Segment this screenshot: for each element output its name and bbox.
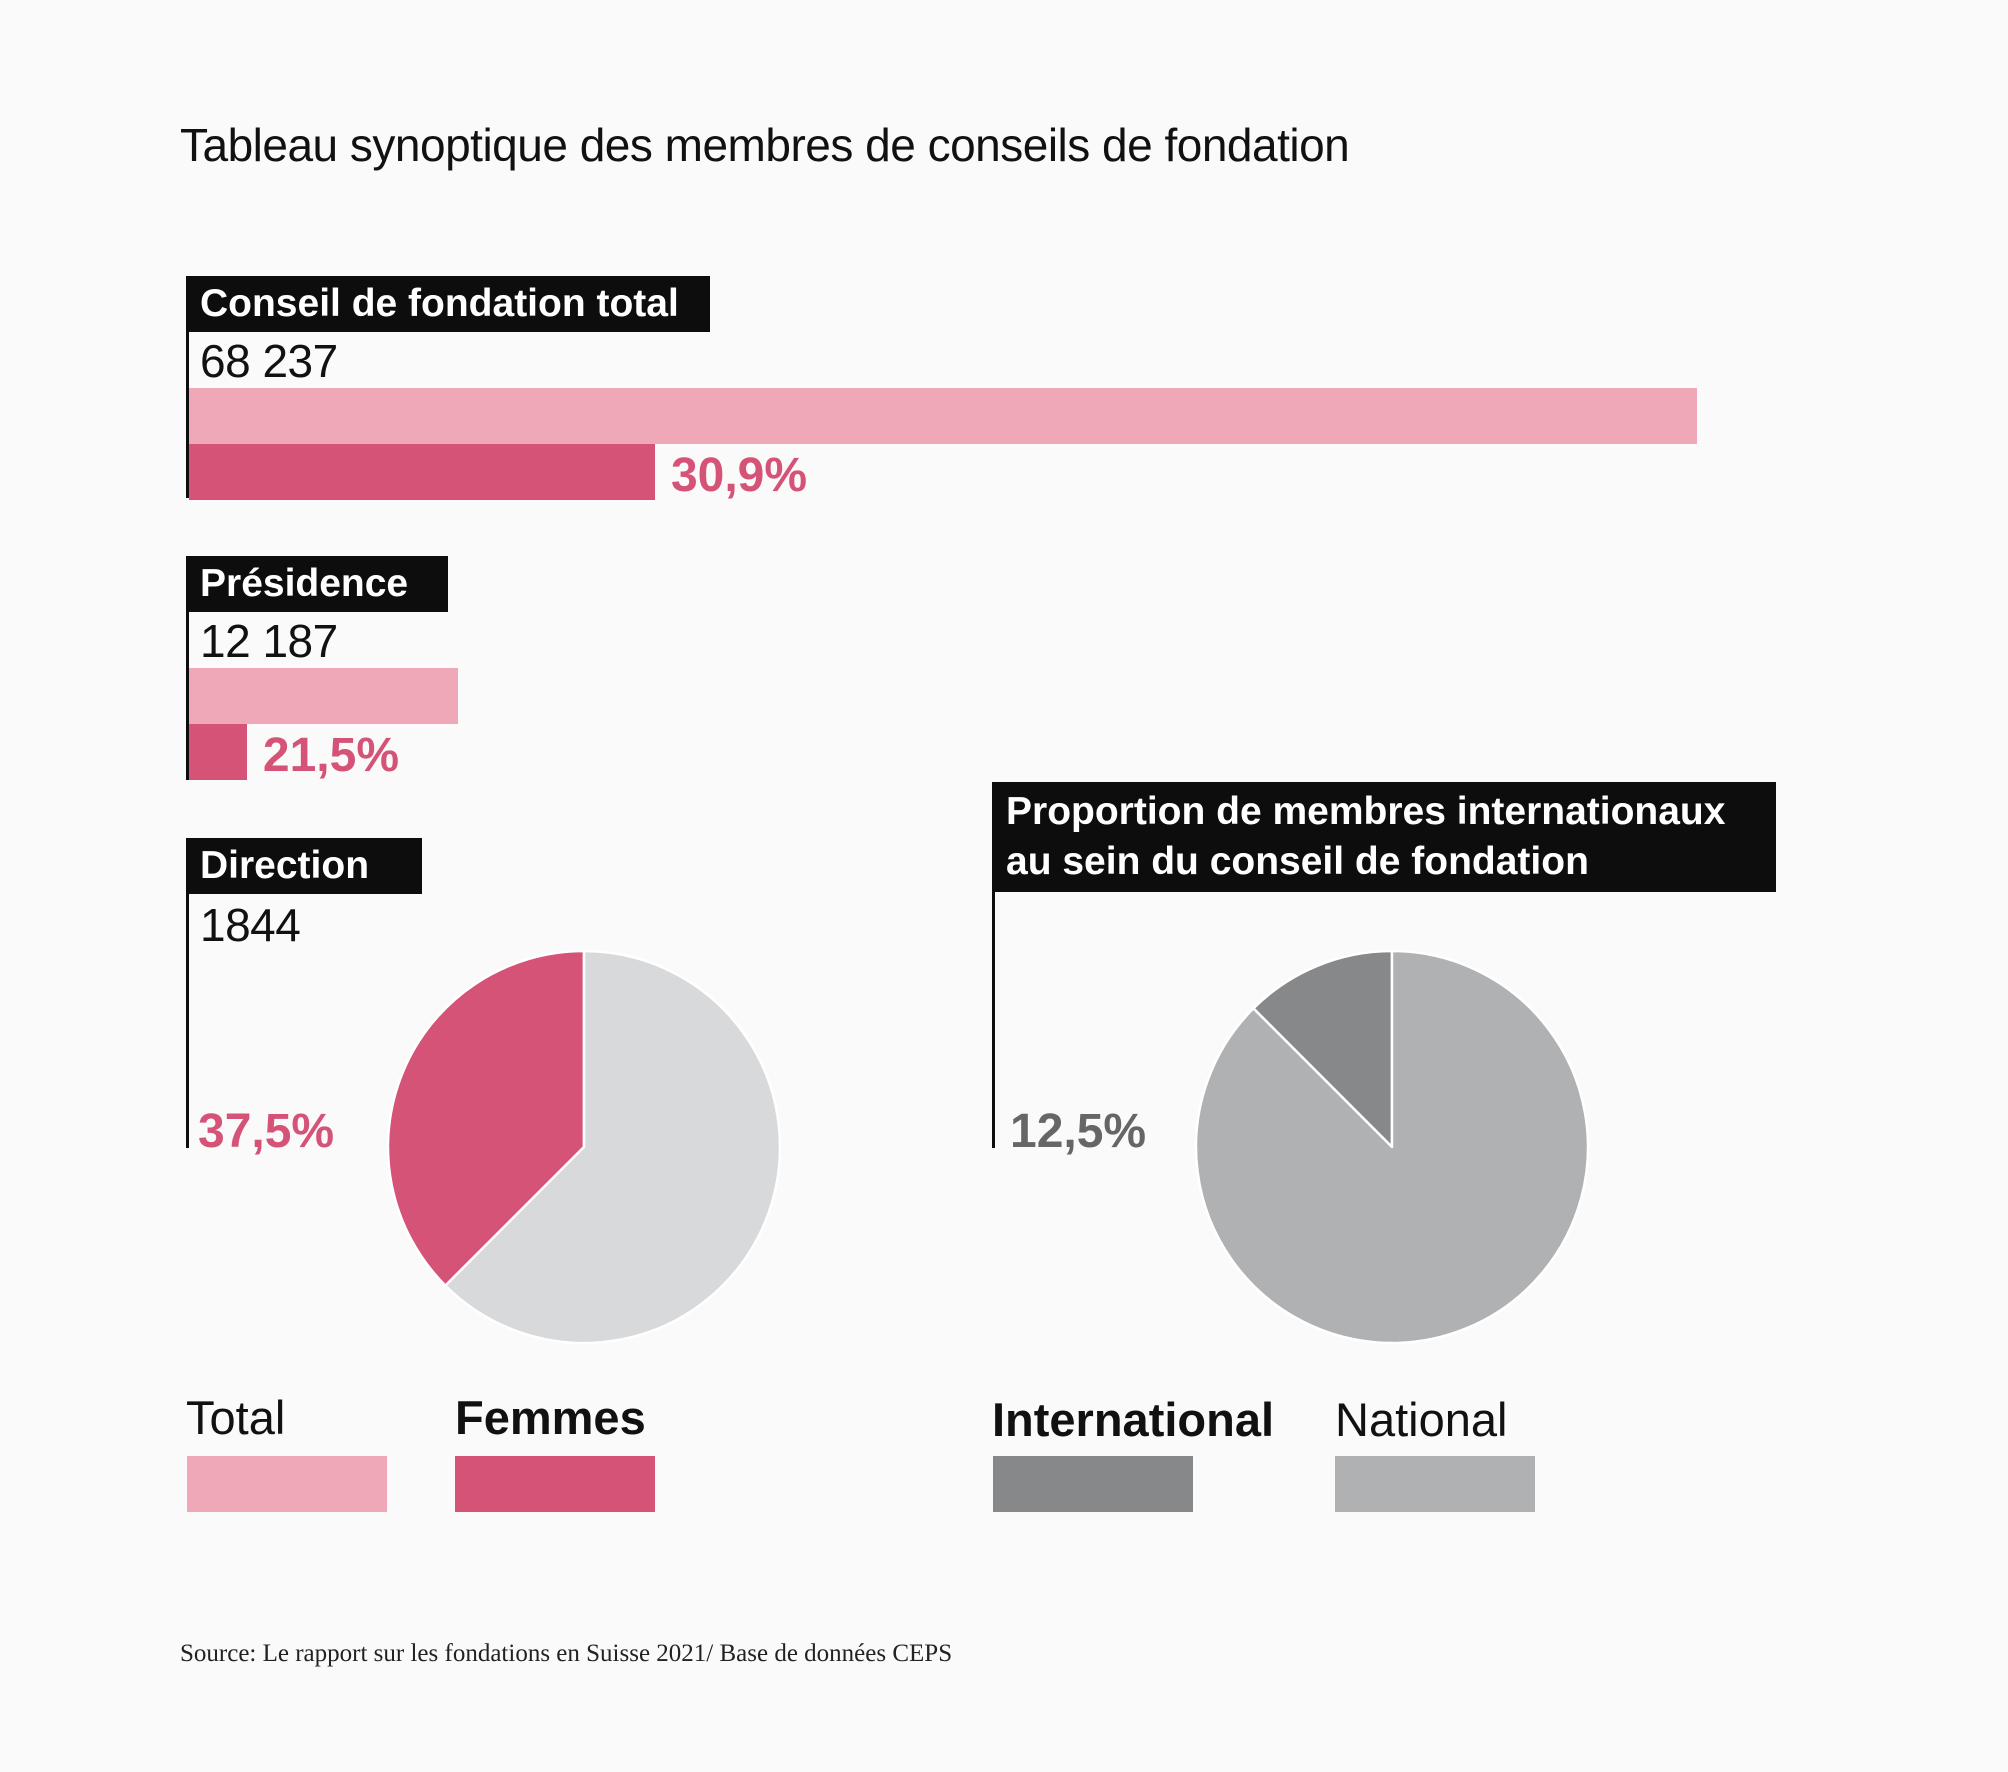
conseil-axis-line [186, 276, 189, 498]
legend-international-label: International [992, 1393, 1275, 1446]
source-note: Source: Le rapport sur les fondations en… [180, 1640, 953, 1667]
presidence-count: 12 187 [200, 615, 338, 667]
presidence-femmes-bar [189, 724, 247, 780]
conseil-count: 68 237 [200, 335, 338, 387]
international-pie-slice-international [1252, 949, 1394, 1149]
direction-pie-slice-femmes [386, 949, 586, 1287]
international-pie-slice-national [1194, 949, 1590, 1345]
presidence-tag: Présidence [186, 556, 448, 612]
legend-total-label: Total [186, 1391, 286, 1444]
direction-count: 1844 [200, 899, 301, 951]
legend-international-swatch [993, 1456, 1193, 1512]
direction-femmes-pct: 37,5% [198, 1105, 335, 1158]
international-pie-chart [1194, 949, 1590, 1345]
international-tag-line2: au sein du conseil de fondation [1006, 840, 1589, 883]
legend-national-swatch [1335, 1456, 1535, 1512]
direction-pie-slice-total [444, 949, 782, 1345]
direction-pie-chart [386, 949, 782, 1345]
conseil-femmes-bar [189, 444, 655, 500]
international-tag: Proportion de membres internationaux au … [992, 782, 1776, 892]
conseil-femmes-pct: 30,9% [670, 449, 808, 502]
international-axis-line [992, 782, 995, 1148]
international-pct: 12,5% [1010, 1105, 1147, 1158]
conseil-total-bar [189, 388, 1697, 444]
legend-total-swatch [187, 1456, 387, 1512]
legend-femmes-swatch [455, 1456, 655, 1512]
direction-tag: Direction [186, 838, 422, 894]
presidence-femmes-pct: 21,5% [262, 729, 399, 782]
presidence-total-bar [189, 668, 459, 724]
international-tag-line1: Proportion de membres internationaux [1006, 790, 1726, 833]
conseil-tag: Conseil de fondation total [186, 276, 710, 332]
chart-title: Tableau synoptique des membres de consei… [180, 119, 1350, 171]
legend-national-label: National [1335, 1393, 1508, 1446]
direction-axis-line [186, 838, 189, 1148]
presidence-axis-line [186, 556, 189, 780]
legend-femmes-label: Femmes [455, 1391, 646, 1444]
